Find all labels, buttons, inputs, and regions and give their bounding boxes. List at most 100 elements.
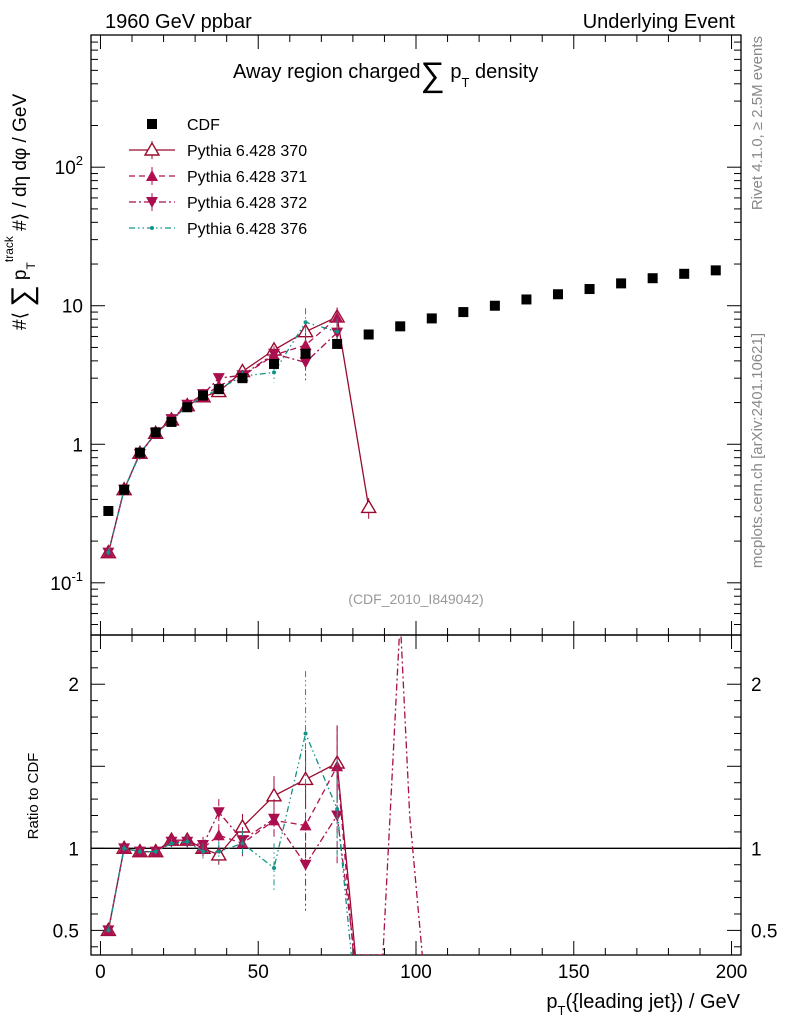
legend-item: CDF (147, 117, 220, 134)
chart-title: Away region charged∑ pT density (233, 56, 538, 94)
legend-label: Pythia 6.428 371 (187, 169, 307, 186)
data-point (198, 390, 209, 401)
data-point (240, 841, 245, 846)
data-point (300, 348, 311, 359)
legend-label: Pythia 6.428 372 (187, 195, 307, 212)
data-point (647, 273, 658, 284)
ratio-y-tick-label: 2 (751, 675, 762, 696)
data-point (212, 373, 225, 385)
data-point (395, 321, 406, 332)
data-point (103, 505, 114, 516)
svg-text:#⟨ ∑ pTtrack #⟩ / dη dφ / GeV: #⟨ ∑ pTtrack #⟩ / dη dφ / GeV (2, 94, 39, 330)
ratio-y-tick-label: 0.5 (751, 921, 777, 942)
data-point (272, 370, 277, 375)
ratio-y-tick-label: 1 (68, 839, 79, 860)
data-point (143, 141, 161, 156)
data-point (106, 928, 111, 933)
data-point (212, 829, 225, 841)
legend-label: Pythia 6.428 376 (187, 221, 307, 238)
series-line (107, 332, 338, 553)
ratio-y-label: Ratio to CDF (25, 753, 42, 840)
data-point (146, 170, 158, 181)
data-point (426, 313, 437, 324)
data-point (272, 866, 277, 871)
data-point (166, 416, 177, 427)
data-point (122, 846, 127, 851)
analysis-id: (CDF_2010_I849042) (348, 591, 483, 607)
series-line (107, 315, 370, 553)
data-point (335, 806, 340, 811)
data-point (182, 402, 193, 413)
ratio-frame (90, 634, 742, 956)
x-tick-label: 200 (716, 962, 748, 983)
data-point (363, 329, 374, 340)
main-panel: 10-1 1 10 102 (50, 34, 742, 636)
ratio-series-pythia-6-428-372 (102, 635, 423, 955)
data-point (360, 499, 377, 514)
data-point (331, 760, 344, 772)
data-point (212, 807, 225, 819)
series-line (107, 321, 338, 553)
data-point (679, 268, 690, 279)
data-point (710, 265, 721, 276)
data-point (153, 849, 158, 854)
data-point (489, 300, 500, 311)
series-pythia-6-428-371 (102, 307, 344, 558)
ratio-line (107, 731, 352, 955)
data-point (265, 787, 283, 802)
data-point (584, 284, 595, 295)
y-tick-label: 10-1 (50, 569, 83, 595)
data-point (332, 338, 343, 349)
data-point (134, 447, 145, 458)
data-point (150, 226, 154, 230)
x-axis-label: pT({leading jet}) / GeV (546, 991, 740, 1018)
x-tick-label: 100 (400, 962, 432, 983)
legend-item: Pythia 6.428 376 (129, 221, 307, 238)
ratio-y-tick-label: 2 (68, 675, 79, 696)
data-point (119, 484, 130, 495)
data-point (106, 550, 111, 555)
legend-item: Pythia 6.428 370 (129, 141, 307, 160)
data-point (169, 841, 174, 846)
ratio-y-tick-label: 0.5 (53, 921, 79, 942)
header-left: 1960 GeV ppbar (105, 11, 252, 33)
ratio-line (107, 761, 357, 955)
legend: CDF Pythia 6.428 370 Pythia 6.428 371 Pythi… (129, 117, 307, 238)
y-tick-label: 10 (62, 297, 83, 318)
mcplots-label: mcplots.cern.ch [arXiv:2401.10621] (749, 333, 766, 568)
y-axis-label: #⟨ ∑ pTtrack #⟩ / dη dφ / GeV (2, 94, 39, 330)
data-point (303, 731, 308, 736)
rivet-label: Rivet 4.1.0, ≥ 2.5M events (749, 36, 766, 210)
series-cdf (103, 265, 721, 516)
data-point (137, 849, 142, 854)
data-point (299, 339, 312, 351)
ratio-line (107, 764, 355, 955)
data-point (269, 358, 280, 369)
data-point (237, 373, 248, 384)
data-point (213, 384, 224, 395)
data-point (150, 427, 161, 438)
data-point (216, 849, 221, 854)
data-point (185, 839, 190, 844)
data-point (299, 859, 312, 871)
data-point (552, 289, 563, 300)
main-series (100, 265, 721, 559)
x-tick-label: 150 (558, 962, 590, 983)
ratio-line (107, 635, 423, 955)
ratio-series-pythia-6-428-376 (106, 671, 352, 955)
data-point (521, 294, 532, 305)
data-point (331, 311, 344, 323)
data-point (268, 813, 281, 825)
legend-item: Pythia 6.428 372 (129, 193, 307, 212)
data-point (299, 357, 312, 369)
ratio-series-group (100, 635, 423, 955)
data-point (616, 278, 627, 289)
data-point (201, 849, 206, 854)
y-tick-label: 1 (72, 435, 83, 456)
legend-label: Pythia 6.428 370 (187, 143, 307, 160)
data-point (458, 307, 469, 318)
data-point (146, 197, 158, 208)
ratio-series (100, 635, 423, 955)
